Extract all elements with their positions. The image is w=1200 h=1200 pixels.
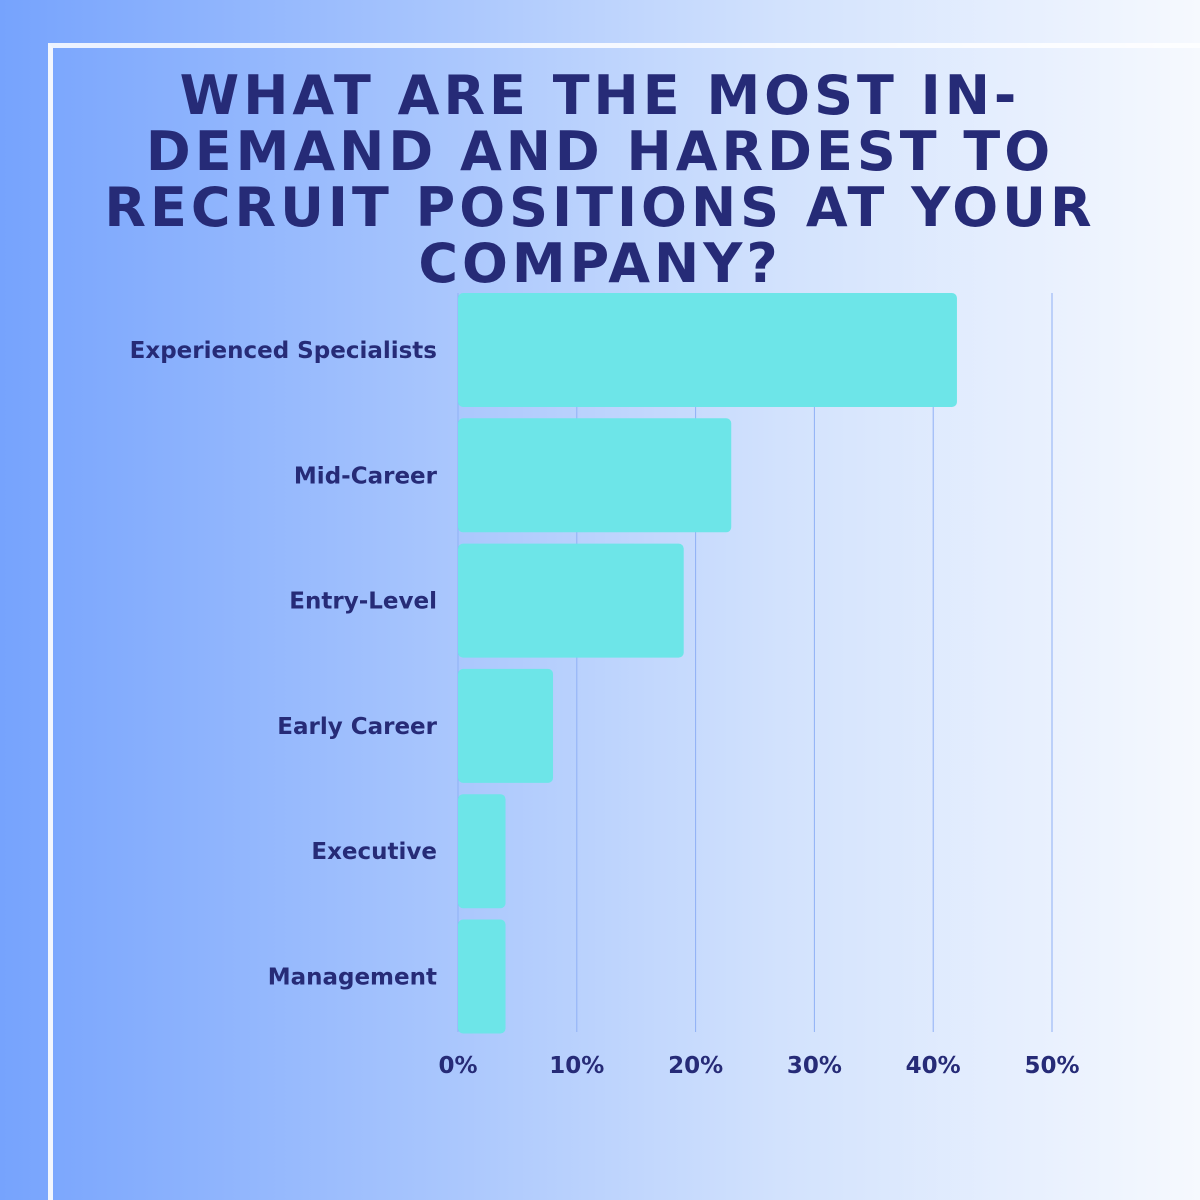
x-tick-label: 50%: [1024, 1053, 1079, 1079]
category-label: Experienced Specialists: [130, 338, 437, 364]
chart-title: What are the most in-demand and hardest …: [104, 64, 1096, 295]
bar-entry-level: [458, 543, 684, 658]
bar-mid-career: [458, 418, 732, 533]
category-label: Mid-Career: [294, 463, 438, 489]
x-tick-label: 30%: [787, 1053, 842, 1079]
x-tick-label: 0%: [438, 1053, 477, 1079]
category-label: Early Career: [277, 714, 437, 740]
x-tick-label: 10%: [549, 1053, 604, 1079]
bar-management: [458, 919, 506, 1034]
category-label: Executive: [311, 839, 437, 865]
decorative-frame: [48, 43, 1200, 1200]
category-label: Management: [268, 965, 437, 991]
bar-early-career: [458, 668, 554, 783]
bar-executive: [458, 794, 506, 909]
x-tick-label: 20%: [668, 1053, 723, 1079]
x-tick-label: 40%: [906, 1053, 961, 1079]
category-label: Entry-Level: [289, 589, 437, 615]
bar-experienced-specialists: [458, 293, 957, 407]
